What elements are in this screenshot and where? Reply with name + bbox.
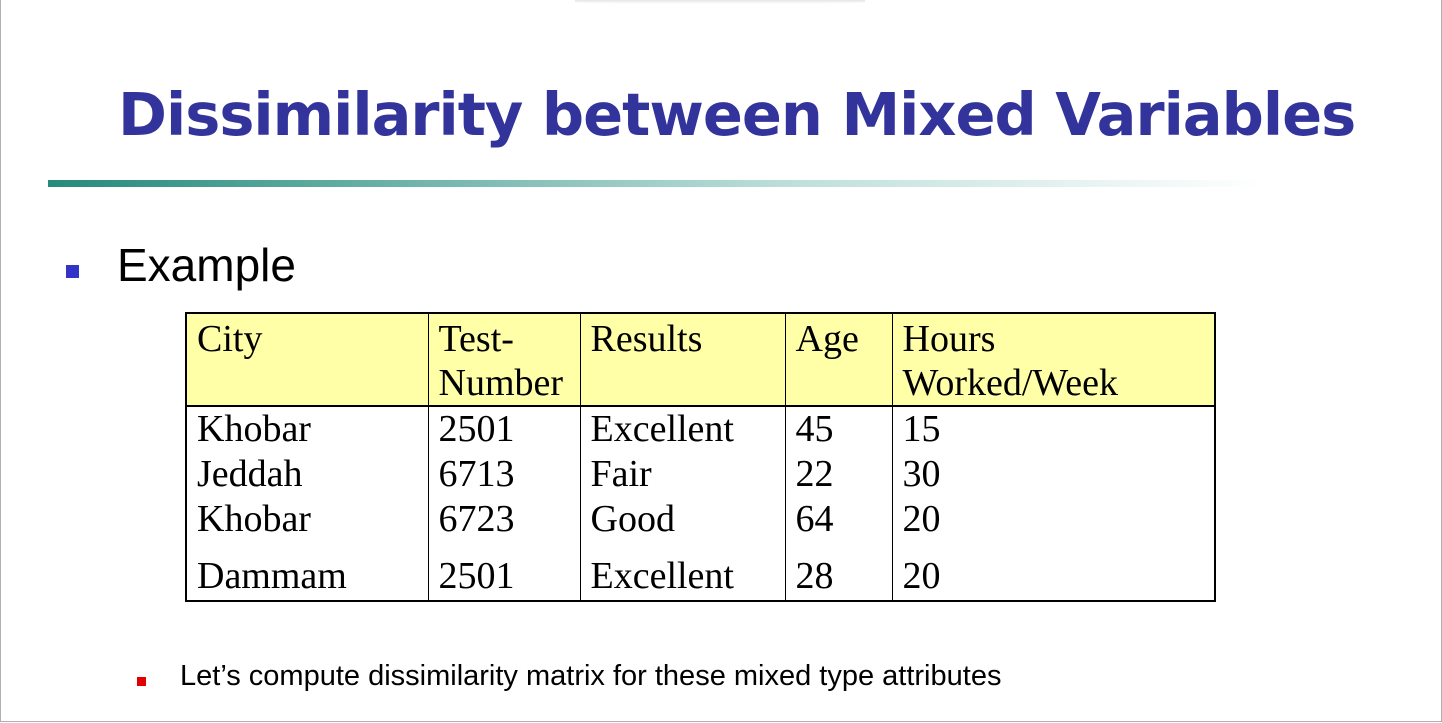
sub-bullet-text: Let’s compute dissimilarity matrix for t… [180, 660, 1002, 692]
table-row: Khobar 6723 Good 64 20 [186, 497, 1215, 542]
title-underline-rule [48, 180, 1263, 187]
cell-city: Khobar [197, 408, 311, 450]
table-row: Khobar 2501 Excellent 45 15 [186, 406, 1215, 452]
cell-city: Jeddah [197, 453, 303, 495]
header-results: Results [579, 313, 785, 407]
cell-city: Dammam [197, 555, 347, 597]
cell-hours: 20 [891, 497, 1215, 542]
table-header-row: City Test- Number Results Age Hours Worked… [186, 313, 1215, 407]
sub-bullet-square-icon [137, 677, 146, 686]
header-city: City [186, 313, 428, 407]
table-row: Jeddah 6713 Fair 22 30 [186, 452, 1215, 497]
cell-test-number: 6723 [427, 497, 580, 542]
cell-hours: 20 [891, 542, 1215, 601]
cell-city: Khobar [197, 498, 311, 540]
header-hours-worked: Hours Worked/Week [891, 313, 1215, 407]
slide-top-shadow [575, 0, 865, 4]
table-row: Dammam 2501 Excellent 28 20 [186, 542, 1215, 601]
bullet-square-icon [66, 265, 79, 278]
cell-test-number: 6713 [427, 452, 580, 497]
cell-test-number: 2501 [427, 406, 580, 452]
cell-results: Fair [579, 452, 785, 497]
cell-age: 45 [784, 406, 892, 452]
header-age: Age [784, 313, 892, 407]
cell-results: Excellent [579, 542, 785, 601]
cell-age: 64 [784, 497, 892, 542]
cell-hours: 15 [891, 406, 1215, 452]
bullet-example-text: Example [117, 239, 296, 291]
cell-results: Good [579, 497, 785, 542]
mixed-variables-table: City Test- Number Results Age Hours Worked… [185, 312, 1216, 602]
cell-age: 22 [784, 452, 892, 497]
header-test-number: Test- Number [427, 313, 580, 407]
cell-results: Excellent [579, 406, 785, 452]
slide-title: Dissimilarity between Mixed Variables [118, 80, 1356, 149]
cell-hours: 30 [891, 452, 1215, 497]
cell-test-number: 2501 [427, 542, 580, 601]
cell-age: 28 [784, 542, 892, 601]
